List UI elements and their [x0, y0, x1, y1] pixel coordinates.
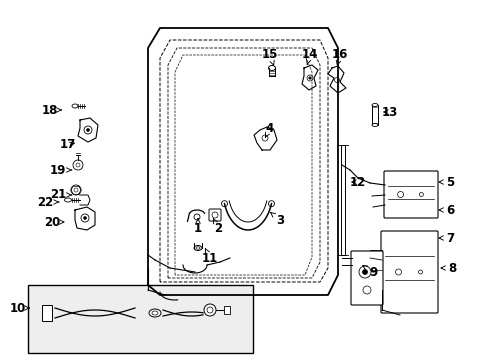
- Text: 3: 3: [270, 212, 284, 226]
- Text: 9: 9: [362, 266, 376, 279]
- Text: 6: 6: [438, 203, 453, 216]
- Bar: [224, 306, 229, 314]
- FancyBboxPatch shape: [383, 171, 437, 218]
- Text: 10: 10: [10, 302, 29, 315]
- Circle shape: [71, 185, 81, 195]
- Circle shape: [194, 214, 200, 220]
- Text: 17: 17: [60, 139, 76, 152]
- Circle shape: [419, 193, 423, 197]
- Ellipse shape: [371, 123, 377, 126]
- Circle shape: [203, 304, 216, 316]
- Text: 5: 5: [438, 175, 453, 189]
- Circle shape: [262, 135, 267, 141]
- Circle shape: [358, 266, 370, 278]
- Circle shape: [397, 192, 403, 198]
- Text: 1: 1: [194, 219, 202, 234]
- Circle shape: [362, 286, 370, 294]
- Text: 7: 7: [438, 231, 453, 244]
- Circle shape: [84, 126, 92, 134]
- Bar: [42, 305, 52, 321]
- Circle shape: [362, 270, 367, 274]
- Circle shape: [86, 129, 89, 131]
- Text: 16: 16: [331, 49, 347, 65]
- Circle shape: [76, 163, 80, 167]
- Text: 21: 21: [50, 189, 72, 202]
- Text: 13: 13: [381, 105, 397, 118]
- Ellipse shape: [149, 309, 161, 317]
- Text: 4: 4: [265, 122, 274, 138]
- Ellipse shape: [72, 104, 78, 108]
- Circle shape: [206, 307, 213, 313]
- Bar: [371, 105, 377, 125]
- Circle shape: [308, 77, 310, 79]
- Circle shape: [81, 214, 89, 222]
- Text: 8: 8: [440, 261, 455, 274]
- Circle shape: [268, 201, 274, 207]
- FancyBboxPatch shape: [208, 209, 221, 221]
- FancyBboxPatch shape: [380, 231, 437, 313]
- Circle shape: [395, 269, 401, 275]
- Ellipse shape: [64, 198, 71, 202]
- Bar: [28, 285, 252, 353]
- Ellipse shape: [196, 247, 200, 249]
- Text: 11: 11: [202, 248, 218, 265]
- Text: 19: 19: [50, 163, 72, 176]
- Ellipse shape: [152, 311, 158, 315]
- Text: 22: 22: [37, 195, 59, 208]
- Text: 15: 15: [261, 49, 278, 65]
- Ellipse shape: [371, 104, 377, 107]
- Ellipse shape: [194, 246, 202, 251]
- Circle shape: [418, 270, 422, 274]
- Text: 14: 14: [301, 49, 318, 64]
- Ellipse shape: [268, 66, 275, 71]
- Text: 20: 20: [44, 216, 64, 229]
- Text: 2: 2: [213, 219, 222, 234]
- Circle shape: [74, 188, 78, 192]
- Circle shape: [212, 212, 218, 218]
- Circle shape: [83, 216, 86, 220]
- Circle shape: [334, 77, 339, 82]
- Circle shape: [73, 160, 83, 170]
- Text: 18: 18: [42, 104, 61, 117]
- Text: 12: 12: [349, 175, 366, 189]
- Circle shape: [306, 75, 312, 81]
- Bar: [340, 145, 345, 255]
- Circle shape: [221, 201, 227, 207]
- FancyBboxPatch shape: [350, 251, 382, 305]
